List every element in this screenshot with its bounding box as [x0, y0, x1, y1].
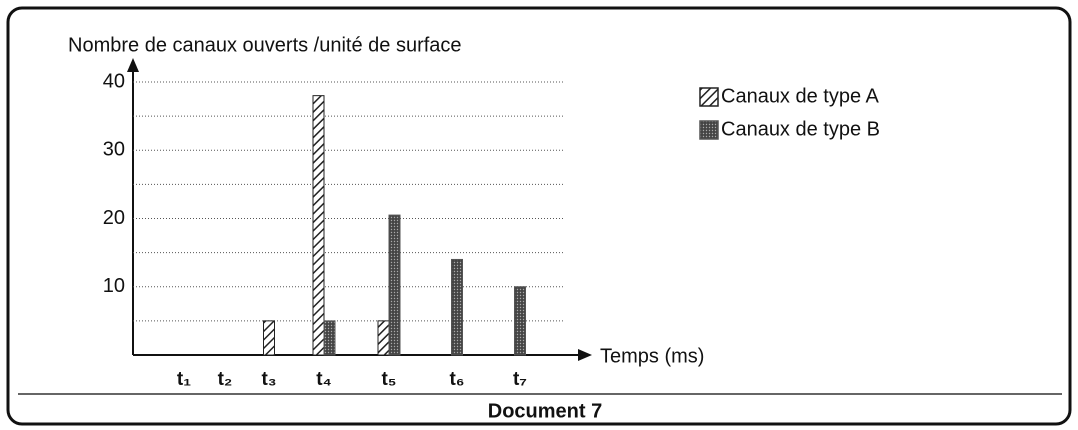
y-tick-label: 30 — [103, 139, 125, 161]
x-tick-label: t₄ — [316, 369, 331, 390]
y-axis-arrow — [127, 58, 139, 72]
x-tick-label: t₂ — [218, 369, 233, 390]
frame — [6, 6, 1072, 426]
x-tick-label: t₅ — [381, 369, 396, 390]
bar — [263, 320, 275, 356]
y-tick-label: 20 — [103, 207, 125, 229]
y-tick-label: 40 — [103, 70, 125, 92]
x-tick-label: t₁ — [177, 369, 191, 390]
bar — [388, 214, 401, 356]
caption: Document 7 — [488, 400, 602, 422]
legend-label: Canaux de type B — [721, 118, 880, 140]
y-axis-title: Nombre de canaux ouverts /unité de surfa… — [68, 34, 462, 56]
bar — [312, 95, 325, 356]
x-tick-label: t₇ — [513, 369, 527, 390]
bar — [451, 258, 463, 356]
legend-swatch — [699, 120, 719, 140]
x-tick-label: t₆ — [450, 369, 465, 390]
bar — [323, 320, 336, 356]
x-axis-arrow — [578, 349, 592, 361]
legend-swatch — [699, 87, 719, 107]
bar — [377, 320, 390, 356]
legend-label: Canaux de type A — [721, 85, 880, 107]
x-axis-title: Temps (ms) — [600, 345, 704, 367]
x-tick-label: t₃ — [261, 369, 276, 390]
y-tick-label: 10 — [103, 275, 125, 297]
bar — [514, 286, 526, 356]
